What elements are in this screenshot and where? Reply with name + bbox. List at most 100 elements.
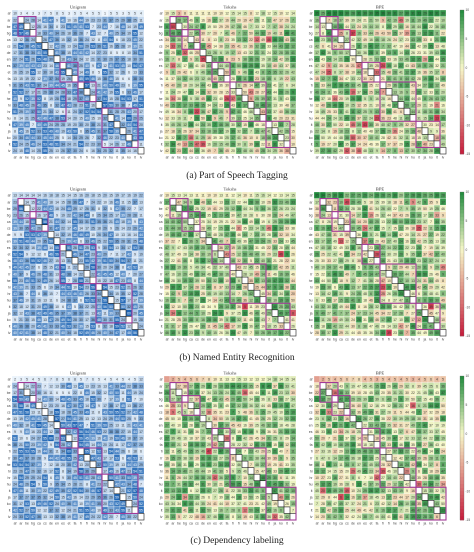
cell-value: 45	[139, 312, 143, 316]
cell-value: 49	[285, 246, 289, 250]
cell-value: 11	[165, 325, 169, 329]
cell-value: 26	[411, 51, 415, 55]
row-tick-label: fr	[310, 90, 313, 94]
cell-value: 12	[267, 18, 271, 22]
cell-value: 43	[363, 123, 367, 127]
cell-value: 5	[92, 12, 94, 16]
cell-value: 55	[43, 51, 47, 55]
cell-value: 37	[357, 116, 361, 120]
cell-value: 43	[435, 97, 439, 101]
col-tick-label: af	[166, 156, 169, 160]
cell-value: 19	[165, 233, 169, 237]
cell-value: 18	[285, 292, 289, 296]
cell-value: 24	[279, 240, 283, 244]
cell-value: 38	[25, 51, 29, 55]
cell-value: 34	[103, 233, 107, 237]
cell-value: 30	[381, 110, 385, 114]
cell-value: 10	[13, 12, 17, 16]
cell-value: 21	[85, 312, 89, 316]
row-tick-label: cs	[309, 44, 313, 48]
cell-value: 30	[183, 25, 187, 29]
cell-value: 15	[109, 285, 113, 289]
cell-value: 42	[291, 71, 295, 75]
cell-value: 17	[43, 213, 47, 217]
cell-value: 56	[103, 298, 107, 302]
col-tick-label: hi	[250, 156, 253, 160]
cell-value: 54	[133, 123, 137, 127]
cell-value: 48	[387, 71, 391, 75]
cell-value: 57	[121, 298, 125, 302]
col-tick-label: en	[207, 156, 211, 160]
cell-value: 14	[213, 44, 217, 48]
cell-value: 43	[285, 97, 289, 101]
cell-value: 36	[237, 220, 241, 224]
cell-value: 7	[220, 31, 222, 35]
colorbar-swatch	[460, 136, 464, 140]
cell-value: 10	[127, 51, 131, 55]
cell-value: 12	[255, 12, 259, 16]
cell-value: 47	[315, 64, 319, 68]
cell-value: 11	[267, 272, 271, 276]
cell-value: 6	[400, 110, 402, 114]
cell-value: 46	[219, 123, 223, 127]
cell-value: 30	[73, 149, 77, 153]
cell-value: 19	[207, 25, 211, 29]
cell-value: 43	[207, 64, 211, 68]
colorbar-swatch	[460, 132, 464, 137]
cell-value: 9	[178, 292, 180, 296]
cell-value: 45	[261, 246, 265, 250]
row-tick-label: ar	[309, 18, 313, 22]
cell-value: 44	[315, 116, 319, 120]
col-tick-label: es	[61, 338, 65, 342]
cell-value: 7	[238, 292, 240, 296]
cell-value: 8	[376, 51, 378, 55]
cell-value: 45	[79, 77, 83, 81]
cell-value: 26	[133, 285, 137, 289]
cell-value: 26	[351, 97, 355, 101]
cell-value: 17	[67, 226, 71, 230]
cell-value: 39	[345, 18, 349, 22]
cell-value: 22	[243, 31, 247, 35]
cell-value: 41	[345, 110, 349, 114]
cell-value: 23	[285, 116, 289, 120]
cell-value: 32	[171, 136, 175, 140]
cell-value: 44	[73, 51, 77, 55]
cell-value: 49	[261, 38, 265, 42]
cell-value: 40	[13, 272, 17, 276]
cell-value: 29	[393, 25, 397, 29]
cell-value: 50	[109, 305, 113, 309]
cell-value: 15	[255, 194, 259, 198]
cell-value: 22	[285, 77, 289, 81]
cell-value: 27	[375, 44, 379, 48]
cell-value: 18	[327, 97, 331, 101]
cell-value: 16	[31, 246, 35, 250]
cell-value: 39	[255, 305, 259, 309]
cell-value: 15	[405, 143, 409, 147]
colorbar-swatch	[460, 107, 464, 112]
cell-value: 38	[243, 58, 247, 62]
heatmap-cell	[29, 29, 37, 37]
col-tick-label: af	[316, 156, 319, 160]
cell-value: 14	[121, 116, 125, 120]
cell-value: 7	[26, 292, 28, 296]
cell-value: 49	[255, 253, 259, 257]
heatmap-cell	[259, 114, 267, 122]
cell-value: 39	[13, 220, 17, 224]
cell-value: 22	[435, 18, 439, 22]
col-tick-label: es	[363, 156, 367, 160]
cell-value: 45	[261, 292, 265, 296]
heatmap-cell	[95, 101, 103, 109]
cell-value: 10	[291, 143, 295, 147]
cell-value: 48	[165, 253, 169, 257]
cell-value: 11	[279, 31, 283, 35]
cell-value: 29	[121, 18, 125, 22]
cell-value: 42	[249, 292, 253, 296]
heatmap-cell	[253, 108, 261, 115]
col-tick-label: cs	[345, 156, 349, 160]
cell-value: 25	[195, 51, 199, 55]
cell-value: 15	[109, 194, 113, 198]
cell-value: 46	[315, 90, 319, 94]
cell-value: 46	[405, 58, 409, 62]
cell-value: 8	[134, 279, 136, 283]
cell-value: 22	[85, 305, 89, 309]
